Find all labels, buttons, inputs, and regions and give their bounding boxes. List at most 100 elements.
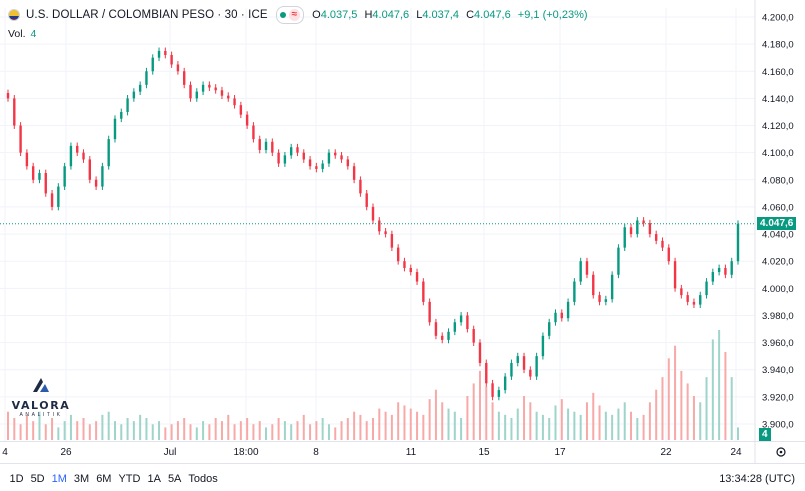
volume-bar [202,421,205,440]
candle-body [516,356,519,363]
y-tick-label: 4.040,0 [762,230,794,241]
volume-bar [126,418,129,440]
volume-bar [648,402,651,440]
candle-body [573,281,576,302]
candle-body [592,274,595,296]
candle-body [63,166,66,187]
y-tick-label: 3.960,0 [762,338,794,349]
bottom-toolbar: 1D 5D 1M 3M 6M YTD 1A 5A Todos 13:34:28 (UTC) [0,467,805,491]
range-1a[interactable]: 1A [147,473,161,485]
candle-body [170,54,173,65]
candle-body [497,390,501,397]
y-tick-label: 4.200,0 [762,13,794,24]
volume-bar [7,411,9,440]
volume-bar [573,411,576,440]
volume-bar [296,421,299,440]
volume-bar [655,389,658,440]
candle-body [201,84,205,92]
range-3m[interactable]: 3M [73,473,90,485]
volume-bar [101,414,104,440]
volume-bar [642,414,645,440]
flag-icon [8,9,20,21]
last-volume-badge: 4 [759,428,771,441]
volume-bar [623,402,626,440]
y-tick-label: 4.020,0 [762,257,794,268]
low-label: L [416,9,423,21]
candle-body [82,152,85,160]
range-5d[interactable]: 5D [30,473,45,485]
volume-bar [674,345,677,440]
candle-body [258,139,261,150]
volume-bar [680,370,683,440]
volume-bar [195,427,198,440]
volume-bar [283,421,286,440]
volume-bar [69,414,72,440]
candle-body [113,118,117,140]
volume-bar [246,418,249,440]
candle-body [453,322,457,332]
volume-bar [617,408,620,440]
candle-body [296,147,299,153]
change-value: +9,1 (+0,23%) [517,9,588,21]
volume-bar [692,396,695,440]
candle-body [183,71,186,85]
candle-body [38,173,41,180]
volume-bar [403,405,406,440]
volume-bar [466,396,469,440]
candle-body [466,315,469,330]
candle-body [31,166,35,180]
volume-bar [523,396,526,440]
volume-bar [57,427,60,440]
candle-body [132,91,136,99]
candle-body [195,91,198,99]
range-1d[interactable]: 1D [9,473,24,485]
volume-bar [711,339,714,440]
volume-bar [705,377,708,440]
range-todos[interactable]: Todos [188,473,218,485]
volume-bar [82,418,85,440]
range-1m[interactable]: 1M [51,473,67,485]
candle-body [566,301,570,319]
volume-bar [145,418,148,440]
candle-body [636,220,639,235]
candle-body [88,159,92,180]
volume-bar [76,421,79,440]
range-5a[interactable]: 5A [167,473,182,485]
candle-body [522,356,526,370]
symbol-title[interactable]: U.S. DOLLAR / COLOMBIAN PESO · 30 · ICE [26,9,268,21]
candle-body [604,299,608,302]
candle-body [730,261,733,275]
candle-body [642,220,645,224]
candle-body [164,50,167,55]
volume-bar [428,399,431,440]
candle-body [277,152,280,164]
volume-bar [611,414,614,440]
candle-body [585,261,589,275]
y-tick-label: 3.940,0 [762,365,794,376]
candle-body [409,267,412,273]
range-6m[interactable]: 6M [96,473,112,485]
range-ytd[interactable]: YTD [118,473,141,485]
volume-bar [516,408,519,440]
settings-icon[interactable] [776,447,786,457]
utc-clock[interactable]: 13:34:28 (UTC) [719,473,795,485]
volume-bar [390,414,393,440]
volume-legend[interactable]: Vol. 4 [8,28,36,40]
candle-body [485,362,488,384]
volume-bar [365,421,368,440]
candle-body [661,240,664,248]
volume-bar [636,418,639,440]
candle-body [327,152,331,164]
candle-body [220,90,224,96]
open-value: 4.037,5 [320,9,358,21]
candle-body [214,87,217,91]
status-pill[interactable]: ≈ [275,6,305,24]
candle-body [422,281,425,302]
candle-body [25,152,29,167]
volume-bar [88,424,91,440]
volume-bar [151,424,154,440]
candle-body [289,147,293,156]
y-tick-label: 3.920,0 [762,392,794,403]
volume-bar [372,418,374,440]
